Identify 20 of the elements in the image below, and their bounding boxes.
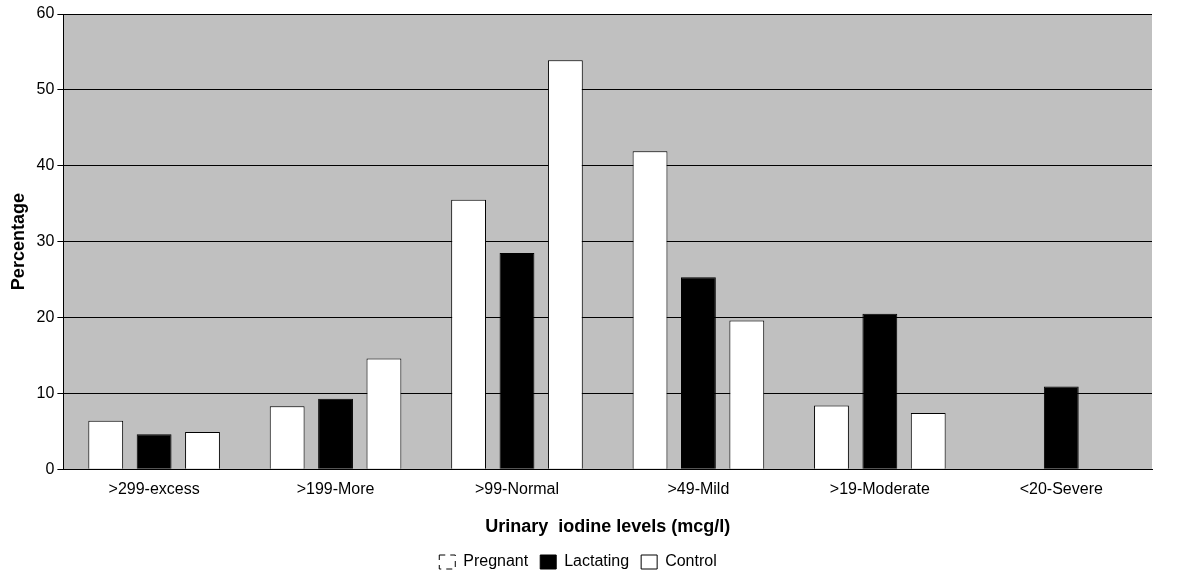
x-tick-label: >19-Moderate	[829, 480, 930, 498]
y-tick-label: 20	[36, 307, 55, 325]
x-tick-label: >49-Mild	[667, 480, 730, 498]
bar	[136, 434, 172, 469]
x-tick-label: <20-Severe	[1019, 480, 1103, 498]
x-axis-title: Urinary iodine levels (mcg/l)	[485, 516, 731, 537]
y-tick-label: 40	[36, 156, 55, 174]
y-tick-label: 30	[36, 232, 55, 250]
x-tick-label: >299-excess	[108, 480, 200, 498]
y-tick-label: 10	[36, 383, 55, 401]
y-tick-label: 50	[36, 80, 55, 98]
x-tick-label: >99-Normal	[474, 480, 559, 498]
x-tick-label: >199-More	[296, 480, 375, 498]
y-tick-label: 60	[36, 4, 55, 22]
legend-label: Lactating	[564, 552, 630, 570]
legend-label: Control	[665, 552, 717, 570]
y-tick-label: 0	[45, 459, 55, 477]
y-axis-title: Percentage	[7, 193, 28, 291]
bar	[318, 398, 353, 469]
legend-label: Pregnant	[463, 552, 529, 570]
